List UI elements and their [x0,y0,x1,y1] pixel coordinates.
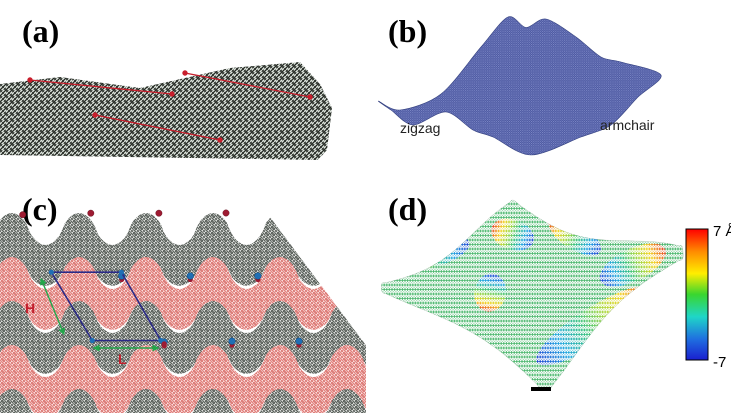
svg-text:7 Å: 7 Å [713,223,731,240]
svg-text:H: H [25,300,35,316]
svg-text:L: L [118,351,127,367]
svg-text:-7: -7 [713,354,726,371]
